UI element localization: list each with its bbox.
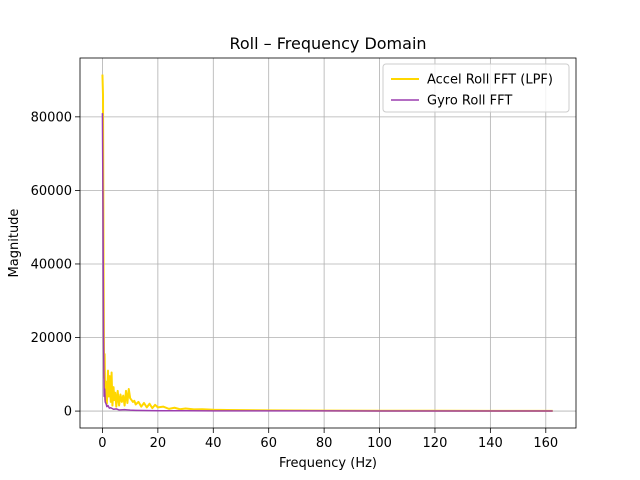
accel-roll-fft-line [101, 74, 553, 412]
plot-frame [79, 57, 577, 429]
y-tick-label: 0 [64, 405, 72, 420]
chart-title: Roll – Frequency Domain [229, 34, 426, 53]
x-tick-label: 160 [533, 436, 558, 451]
legend-box [382, 63, 570, 113]
gyro-roll-fft-line [101, 113, 553, 412]
y-tick-label: 60000 [31, 184, 72, 199]
x-tick-label: 100 [367, 436, 392, 451]
x-tick-label: 80 [316, 436, 333, 451]
x-axis-label: Frequency (Hz) [279, 456, 377, 471]
y-axis-label: Magnitude [7, 209, 22, 278]
x-tick-label: 120 [423, 436, 448, 451]
x-tick-label: 40 [205, 436, 222, 451]
legend-entry-label: Accel Roll FFT (LPF) [427, 73, 553, 88]
axis-ticks: 0 20 40 60 80 100 120 140 160 0 20000 40000 60000 800… [31, 110, 559, 451]
y-tick-label: 80000 [31, 110, 72, 125]
x-tick-label: 20 [150, 436, 167, 451]
legend-entry-label: Gyro Roll FFT [427, 94, 512, 109]
x-tick-label: 60 [260, 436, 277, 451]
legend: Accel Roll FFT (LPF) Gyro Roll FFT [382, 63, 570, 113]
x-tick-label: 140 [478, 436, 503, 451]
y-tick-label: 40000 [31, 257, 72, 272]
y-tick-label: 20000 [31, 331, 72, 346]
x-tick-label: 0 [98, 436, 106, 451]
plot-series [101, 74, 553, 412]
